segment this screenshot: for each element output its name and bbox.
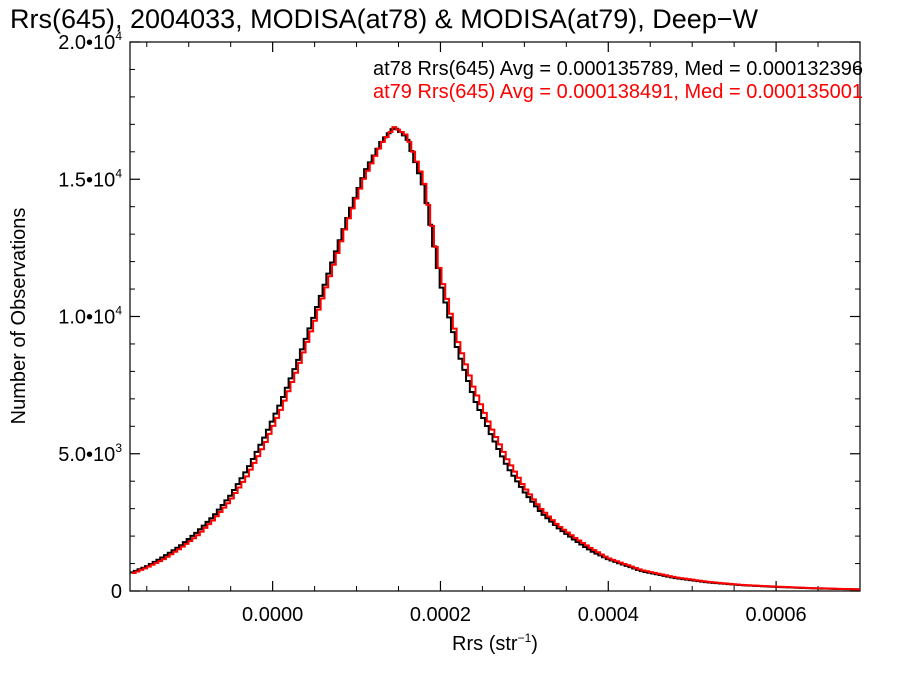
y-tick-label: 5.0•103 — [58, 441, 122, 466]
y-tick-label-base: 2.0•10 — [58, 32, 115, 54]
y-tick-label-base: 1.5•10 — [58, 169, 115, 191]
x-tick-label: 0.0004 — [578, 604, 639, 626]
y-tick-label-exponent: 4 — [115, 304, 122, 318]
y-tick-label-base: 5.0•10 — [58, 444, 115, 466]
x-axis-title-exponent: −1 — [518, 631, 532, 645]
x-axis-title: Rrs (str−1) — [452, 631, 538, 655]
y-tick-label: 1.5•104 — [58, 166, 122, 191]
y-tick-label-exponent: 3 — [115, 441, 122, 455]
y-tick-label: 0 — [111, 581, 122, 603]
x-tick-label: 0.0002 — [410, 604, 471, 626]
series-layer — [130, 126, 860, 591]
x-tick-label: 0.0006 — [746, 604, 807, 626]
y-tick-label: 2.0•104 — [58, 29, 122, 54]
y-tick-label-base: 0 — [111, 581, 122, 603]
y-tick-label-base: 1.0•10 — [58, 307, 115, 329]
x-tick-label: 0.0000 — [242, 604, 303, 626]
y-tick-label-exponent: 4 — [115, 29, 122, 43]
x-axis: 0.0000 0.0002 0.0004 0.0006 — [146, 42, 861, 626]
y-tick-label: 1.0•104 — [58, 304, 122, 329]
y-tick-label-exponent: 4 — [115, 166, 122, 180]
legend-at79-stats: at79 Rrs(645) Avg = 0.000138491, Med = 0… — [373, 81, 863, 103]
series-at79-histogram — [131, 126, 860, 591]
x-axis-title-close: ) — [531, 633, 538, 655]
x-axis-title-main: Rrs (str — [452, 633, 518, 655]
legend-at78-stats: at78 Rrs(645) Avg = 0.000135789, Med = 0… — [373, 58, 863, 80]
y-axis-title: Number of Observations — [8, 208, 30, 425]
plot-area — [129, 41, 861, 592]
chart-title: Rrs(645), 2004033, MODISA(at78) & MODISA… — [10, 4, 759, 34]
series-at78-histogram — [130, 127, 860, 591]
